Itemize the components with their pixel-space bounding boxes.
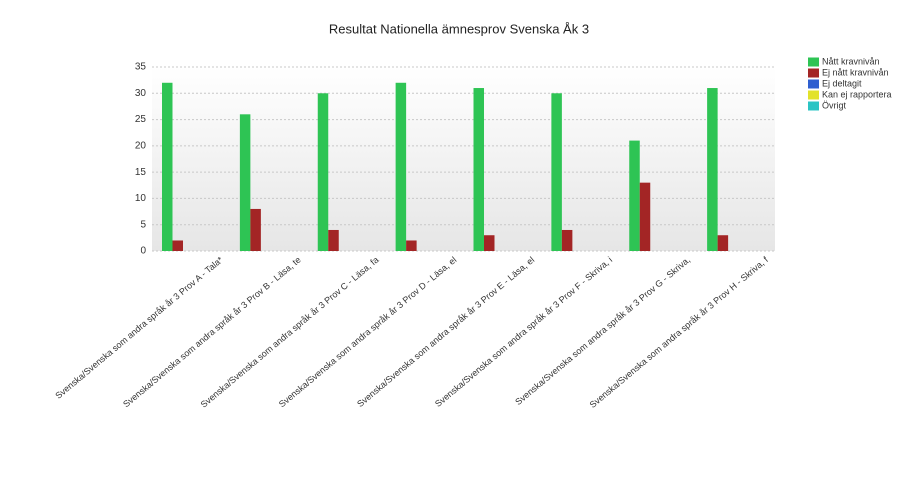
bar	[162, 82, 173, 252]
y-tick-label: 35	[135, 62, 147, 73]
bar	[406, 240, 417, 251]
legend-swatch	[808, 101, 819, 111]
x-tick-label: Svenska/Svenska som andra språk år 3 Pro…	[53, 254, 225, 400]
bar	[317, 93, 329, 252]
bar	[239, 114, 251, 251]
legend-swatch	[808, 90, 819, 100]
legend-label: Ej deltagit	[822, 78, 862, 88]
bar	[473, 88, 484, 252]
legend-label: Ej nått kravnivån	[822, 67, 889, 77]
x-tick-label: Svenska/Svenska som andra språk år 3 Pro…	[355, 255, 536, 409]
bar	[629, 140, 640, 251]
legend-label: Kan ej rapportera	[822, 89, 892, 99]
legend-label: Nått kravnivån	[822, 56, 880, 66]
bar	[250, 208, 261, 251]
legend-label: Övrigt	[822, 100, 847, 110]
bar	[707, 88, 718, 252]
y-tick-label: 15	[135, 167, 147, 178]
bar	[484, 235, 495, 251]
x-tick-label: Svenska/Svenska som andra språk år 3 Pro…	[121, 255, 303, 410]
chart-title: Resultat Nationella ämnesprov Svenska Åk…	[329, 21, 589, 36]
x-tick-label: Svenska/Svenska som andra språk år 3 Pro…	[277, 255, 459, 410]
legend-swatch	[808, 68, 819, 78]
legend-swatch	[808, 57, 819, 67]
y-tick-label: 0	[140, 246, 146, 257]
x-tick-label: Svenska/Svenska som andra språk år 3 Pro…	[433, 255, 614, 409]
bar	[561, 229, 573, 251]
bar	[639, 182, 651, 251]
y-tick-label: 20	[135, 140, 147, 151]
legend-swatch	[808, 79, 819, 89]
bar	[395, 82, 407, 252]
x-tick-label: Svenska/Svenska som andra språk år 3 Pro…	[513, 255, 692, 407]
bar	[328, 229, 339, 251]
y-tick-label: 10	[135, 193, 147, 204]
bar	[172, 240, 183, 251]
y-tick-label: 5	[140, 219, 146, 230]
bar	[717, 235, 729, 251]
y-tick-label: 25	[135, 114, 147, 125]
x-tick-label: Svenska/Svenska som andra språk år 3 Pro…	[199, 255, 381, 410]
x-tick-label: Svenska/Svenska som andra språk år 3 Pro…	[588, 254, 771, 410]
y-tick-label: 30	[135, 88, 147, 99]
bar	[551, 93, 562, 252]
